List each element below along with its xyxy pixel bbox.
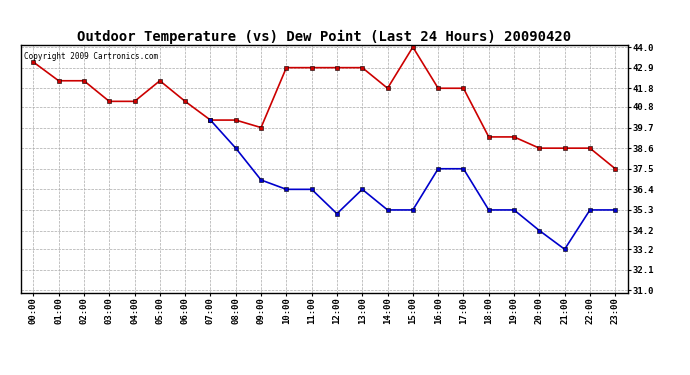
Text: Copyright 2009 Cartronics.com: Copyright 2009 Cartronics.com — [23, 53, 158, 62]
Title: Outdoor Temperature (vs) Dew Point (Last 24 Hours) 20090420: Outdoor Temperature (vs) Dew Point (Last… — [77, 30, 571, 44]
